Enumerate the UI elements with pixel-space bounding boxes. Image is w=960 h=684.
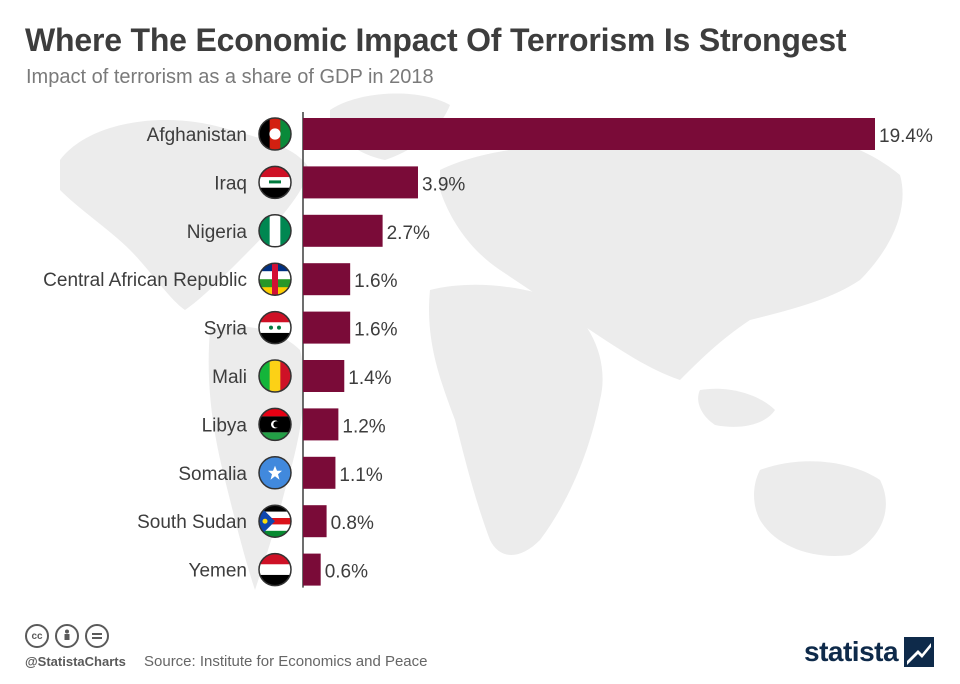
chart-subtitle: Impact of terrorism as a share of GDP in… [26,66,434,88]
category-label: Syria [204,319,248,340]
chart-title: Where The Economic Impact Of Terrorism I… [25,22,847,58]
yemen-flag-icon [258,552,292,587]
mali-flag-icon [258,359,292,393]
bar[interactable] [303,408,339,441]
bar-row: Syria 1.6% [204,310,398,345]
bar[interactable] [303,505,327,538]
bar[interactable] [303,166,418,199]
bar-row: South Sudan 0.8% [137,504,374,538]
iraq-flag-icon [258,165,292,200]
statista-handle[interactable]: @StatistaCharts [25,654,126,669]
syria-flag-icon [258,310,292,345]
afghanistan-flag-icon [258,117,292,151]
category-label: Somalia [178,464,247,485]
statista-logo[interactable]: statista [804,636,935,668]
nigeria-flag-icon [258,214,292,248]
bar[interactable] [303,311,351,344]
value-label: 19.4% [879,126,933,147]
source-note: Source: Institute for Economics and Peac… [144,653,428,670]
bar[interactable] [303,360,345,392]
bar[interactable] [303,214,383,247]
value-label: 1.1% [339,465,382,486]
value-label: 1.6% [354,271,397,292]
bar[interactable] [303,553,321,586]
central-african-republic-flag-icon [258,262,292,296]
bar-row: Iraq 3.9% [214,165,465,200]
libya-flag-icon [258,407,292,442]
value-label: 0.6% [325,562,368,583]
bar-chart: Afghanistan 19.4% Iraq 3.9% Nigeria 2.7% Centr… [43,112,933,588]
value-label: 1.2% [342,416,385,437]
bar-row: Nigeria 2.7% [187,214,430,248]
by-icon[interactable] [55,624,79,648]
statista-logo-text: statista [804,636,899,667]
value-label: 1.4% [348,368,391,389]
category-label: South Sudan [137,512,247,533]
category-label: Mali [212,367,247,388]
bar-row: Libya 1.2% [202,407,386,442]
bar-row: Afghanistan 19.4% [147,117,933,151]
value-label: 2.7% [387,223,430,244]
bar[interactable] [303,263,351,296]
value-label: 3.9% [422,174,465,195]
cc-icon[interactable]: cc [25,624,49,648]
nd-icon[interactable] [85,624,109,648]
category-label: Libya [202,415,248,436]
category-label: Yemen [189,561,247,582]
bar[interactable] [303,118,875,150]
bar-row: Yemen 0.6% [189,552,368,587]
license-icons: cc [25,624,109,648]
somalia-flag-icon [258,456,292,490]
category-label: Nigeria [187,222,248,243]
bar[interactable] [303,456,336,489]
bar-row: Somalia 1.1% [178,456,383,490]
value-label: 0.8% [331,513,374,534]
category-label: Iraq [214,173,247,194]
bar-row: Mali 1.4% [212,359,392,393]
category-label: Central African Republic [43,270,247,291]
value-label: 1.6% [354,320,397,341]
category-label: Afghanistan [147,125,247,146]
south-sudan-flag-icon [258,504,292,538]
bar-row: Central African Republic 1.6% [43,262,398,296]
statista-logo-icon [904,637,935,667]
